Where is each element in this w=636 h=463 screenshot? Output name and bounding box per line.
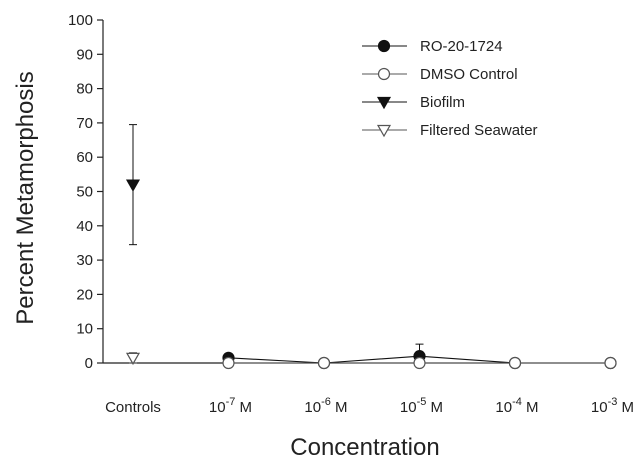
y-tick-label: 50: [76, 184, 93, 201]
legend: RO-20-1724 DMSO Control Biofilm Filtered Se…: [362, 38, 538, 139]
legend-label: Biofilm: [420, 94, 465, 111]
x-tick-label: 10-7 M: [209, 396, 252, 416]
data-point: [317, 356, 331, 370]
y-tick-label: 40: [76, 218, 93, 235]
y-axis-label: Percent Metamorphosis: [12, 71, 39, 324]
y-tick-label: 90: [76, 46, 93, 63]
data-point: [413, 356, 426, 370]
data-point: [508, 356, 522, 370]
legend-item: Filtered Seawater: [362, 122, 538, 139]
series-dmso-control: [222, 356, 617, 370]
legend-marker: [377, 39, 391, 53]
y-tick-label: 100: [68, 12, 93, 29]
y-tick-label: 70: [76, 115, 93, 132]
x-tick-label: 10-5 M: [400, 396, 443, 416]
data-point: [125, 352, 141, 366]
plot-area: [125, 124, 617, 370]
series-filtered-seawater: [125, 352, 141, 366]
legend-marker: [376, 124, 392, 138]
legend-marker: [376, 96, 392, 110]
data-point: [604, 356, 617, 370]
legend-label: DMSO Control: [420, 66, 518, 83]
legend-label: Filtered Seawater: [420, 122, 538, 139]
y-tick-label: 80: [76, 81, 93, 98]
y-tick-label: 60: [76, 149, 93, 166]
y-tick-label: 20: [76, 286, 93, 303]
legend-label: RO-20-1724: [420, 38, 503, 55]
legend-item: RO-20-1724: [362, 38, 503, 55]
x-tick-label: 10-6 M: [304, 396, 347, 416]
legend-item: Biofilm: [362, 94, 465, 111]
x-tick-label: Controls: [105, 399, 161, 416]
series-biofilm: [125, 124, 141, 246]
x-axis-label: Concentration: [290, 434, 439, 461]
axes: 0 10 20 30 40 50 60 70 80 90 100 Controls 10-7 M 10-6…: [68, 12, 634, 416]
x-tick-label: 10-4 M: [495, 396, 538, 416]
legend-item: DMSO Control: [362, 66, 518, 83]
x-tick-label: 10-3 M: [591, 396, 634, 416]
y-tick-label: 0: [85, 355, 93, 372]
data-point: [222, 356, 235, 370]
y-tick-label: 30: [76, 252, 93, 269]
y-tick-label: 10: [76, 321, 93, 338]
data-point: [125, 179, 141, 192]
legend-marker: [377, 67, 391, 81]
